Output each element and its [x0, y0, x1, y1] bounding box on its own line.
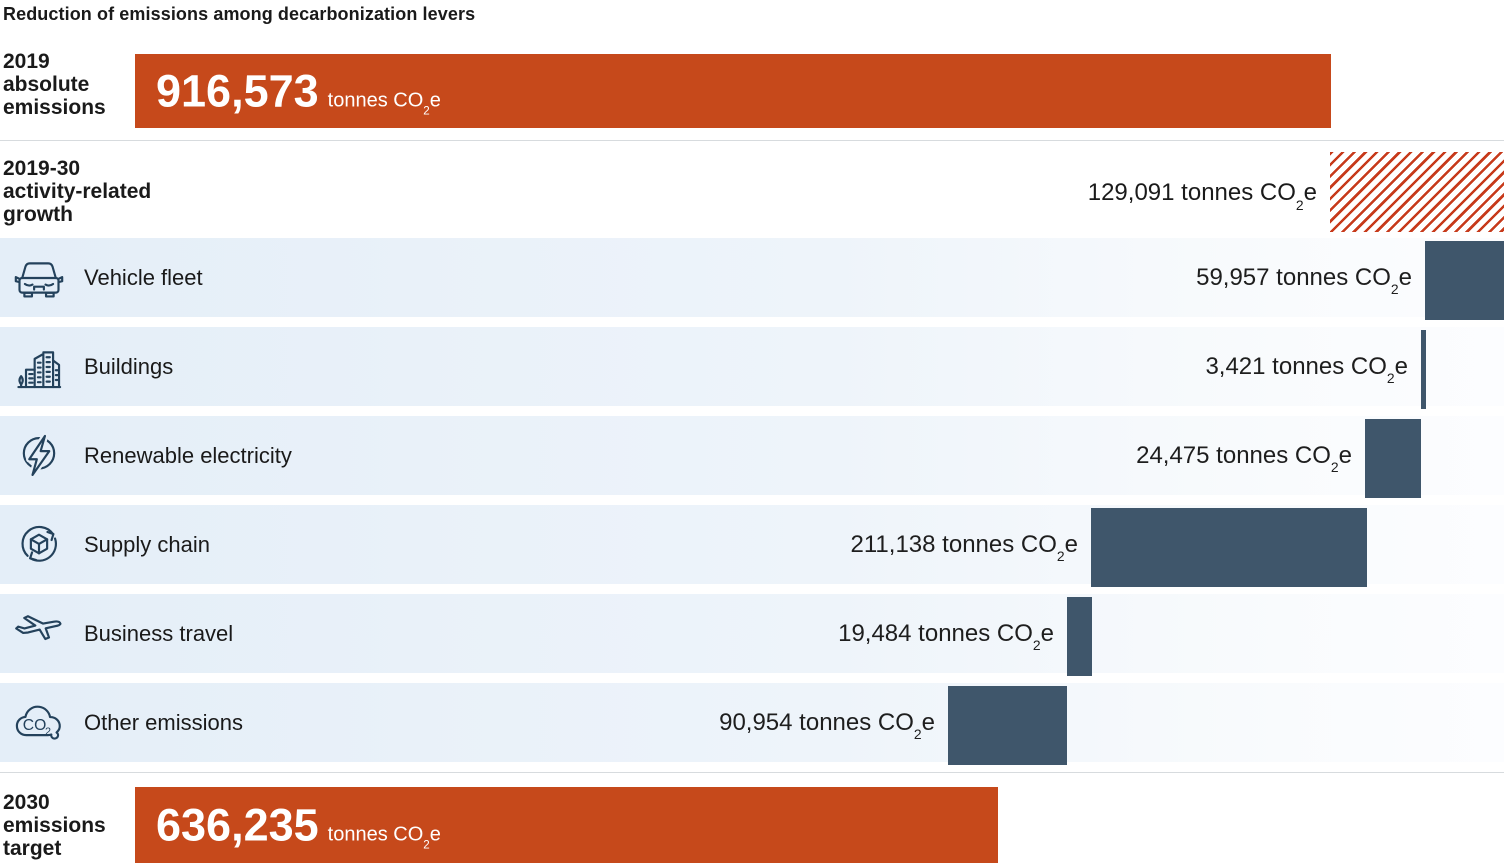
- row-buildings: Buildings 3,421 tonnes CO2e: [0, 327, 1504, 406]
- bar-activity-growth-hatched: [1330, 152, 1504, 232]
- bar-other-emissions: [948, 686, 1067, 765]
- lightning-icon: [13, 430, 65, 482]
- row-value: 59,957 tonnes CO2e: [1196, 263, 1412, 298]
- divider-top: [0, 140, 1504, 141]
- page-title: Reduction of emissions among decarboniza…: [3, 4, 476, 24]
- bar-renewable-electricity: [1365, 419, 1421, 498]
- row-value: 90,954 tonnes CO2e: [719, 708, 935, 743]
- bar-2019-absolute-emissions: 916,573 tonnes CO2e: [135, 54, 1331, 128]
- bar-2019-value: 916,573 tonnes CO2e: [156, 65, 441, 118]
- row-renewable-electricity: Renewable electricity 24,475 tonnes CO2e: [0, 416, 1504, 495]
- bar-supply-chain: [1091, 508, 1367, 587]
- row-vehicle-fleet: Vehicle fleet 59,957 tonnes CO2e: [0, 238, 1504, 317]
- airplane-icon: [13, 608, 65, 660]
- bar-business-travel: [1067, 597, 1092, 676]
- row-value: 19,484 tonnes CO2e: [838, 619, 1054, 654]
- label-activity-growth: 2019-30 activity-related growth: [3, 157, 152, 226]
- buildings-icon: [13, 341, 65, 393]
- row-label: Supply chain: [84, 531, 210, 557]
- row-other-emissions: CO 2 Other emissions 90,954 tonnes CO2e: [0, 683, 1504, 762]
- svg-text:2: 2: [45, 725, 51, 737]
- row-value: 3,421 tonnes CO2e: [1205, 352, 1408, 387]
- svg-text:CO: CO: [23, 717, 47, 734]
- bar-vehicle-fleet: [1425, 241, 1504, 320]
- bar-2030-value: 636,235 tonnes CO2e: [156, 799, 441, 852]
- car-icon: [13, 252, 65, 304]
- co2-cloud-icon: CO 2: [13, 697, 65, 749]
- supply-chain-icon: [13, 519, 65, 571]
- row-label: Renewable electricity: [84, 442, 292, 468]
- label-2030-emissions-target: 2030 emissions target: [3, 791, 106, 860]
- row-value: 211,138 tonnes CO2e: [850, 530, 1078, 565]
- row-label: Buildings: [84, 353, 174, 379]
- bar-2030-emissions-target: 636,235 tonnes CO2e: [135, 787, 998, 863]
- row-label: Other emissions: [84, 709, 243, 735]
- value-activity-growth: 129,091 tonnes CO2e: [1087, 179, 1317, 213]
- label-2019-absolute-emissions: 2019 absolute emissions: [3, 50, 106, 119]
- row-label: Business travel: [84, 620, 234, 646]
- divider-bottom: [0, 772, 1504, 773]
- bar-buildings: [1421, 330, 1426, 409]
- row-value: 24,475 tonnes CO2e: [1136, 441, 1352, 476]
- row-business-travel: Business travel 19,484 tonnes CO2e: [0, 594, 1504, 673]
- row-label: Vehicle fleet: [84, 264, 203, 290]
